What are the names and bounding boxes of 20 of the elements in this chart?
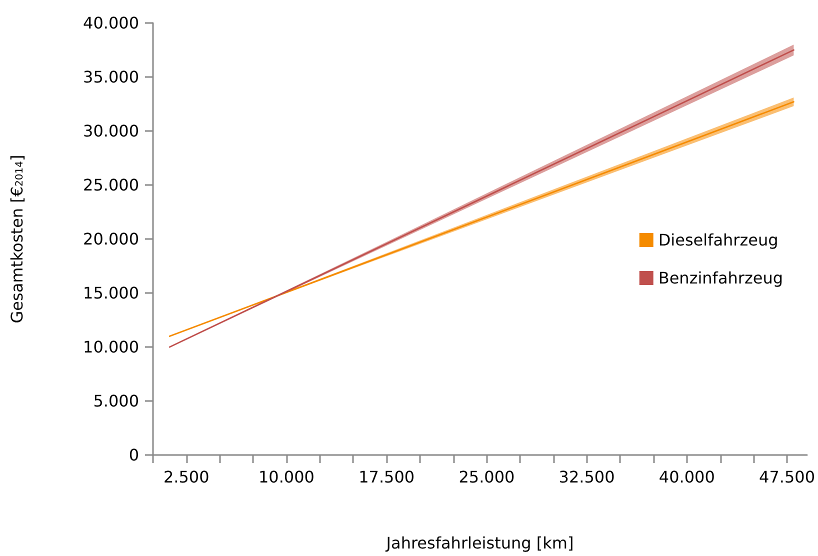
x-tick-label: 25.000 xyxy=(458,468,515,486)
y-tick-label: 15.000 xyxy=(83,284,139,302)
legend-label: Benzinfahrzeug xyxy=(658,268,783,288)
x-tick-label: 47.500 xyxy=(759,468,815,486)
y-tick-label: 20.000 xyxy=(83,230,139,248)
x-tick-label: 10.000 xyxy=(258,468,314,486)
x-tick-label: 40.000 xyxy=(658,468,715,486)
y-tick-label: 5.000 xyxy=(93,392,139,410)
x-tick-label: 32.500 xyxy=(558,468,615,486)
x-tick-label: 17.500 xyxy=(358,468,415,486)
y-tick-label: 0 xyxy=(128,446,139,464)
x-tick-label: 2.500 xyxy=(163,468,210,486)
y-tick-label: 35.000 xyxy=(83,68,139,86)
x-axis-title: Jahresfahrleistung [km] xyxy=(385,534,574,552)
y-axis-title: Gesamtkosten [€2014] xyxy=(8,154,26,324)
y-tick-label: 25.000 xyxy=(83,176,139,194)
y-tick-label: 30.000 xyxy=(83,122,139,140)
y-tick-label: 40.000 xyxy=(83,14,139,32)
y-tick-label: 10.000 xyxy=(83,338,139,356)
legend-label: Dieselfahrzeug xyxy=(658,230,778,250)
